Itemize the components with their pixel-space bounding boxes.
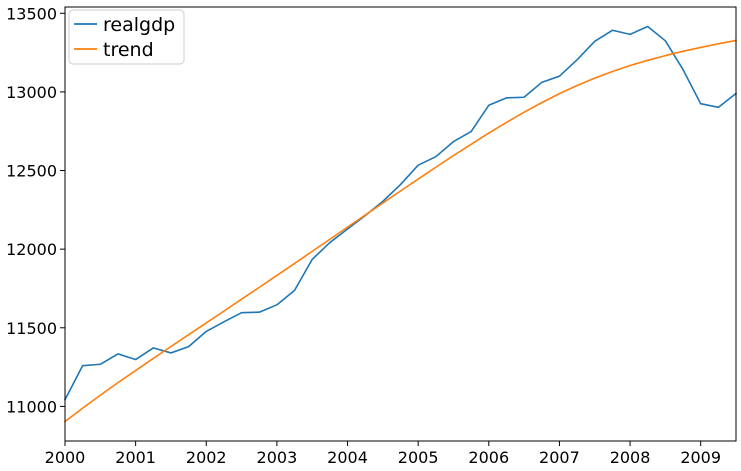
x-tick-label: 2006 [468, 448, 509, 467]
legend-label-realgdp: realgdp [103, 14, 175, 36]
x-tick-label: 2004 [327, 448, 368, 467]
x-tick-label: 2009 [680, 448, 721, 467]
series-line-trend [63, 39, 737, 423]
legend-box [68, 9, 185, 65]
x-tick-label: 2005 [398, 448, 439, 467]
y-axis: 11000 11500 12000 12500 13000 13500 [6, 4, 65, 416]
y-tick-label: 12500 [6, 162, 57, 181]
x-tick-label: 2008 [610, 448, 651, 467]
y-tick-label: 11500 [6, 319, 57, 338]
x-tick-label: 2003 [257, 448, 298, 467]
legend-label-trend: trend [103, 39, 154, 61]
y-tick-label: 13500 [6, 4, 57, 23]
x-tick-label: 2007 [539, 448, 580, 467]
x-tick-label: 2001 [115, 448, 156, 467]
y-tick-label: 13000 [6, 83, 57, 102]
y-tick-label: 12000 [6, 240, 57, 259]
plot-lines [63, 25, 738, 423]
x-tick-label: 2002 [186, 448, 227, 467]
y-tick-label: 11000 [6, 397, 57, 416]
legend: realgdp trend [68, 9, 185, 65]
plot-frame [64, 6, 737, 442]
x-tick-label: 2000 [45, 448, 86, 467]
x-axis: 2000 2001 2002 2003 2004 2005 2006 2007 2008 2009 [45, 441, 721, 467]
series-line-realgdp [63, 25, 738, 401]
